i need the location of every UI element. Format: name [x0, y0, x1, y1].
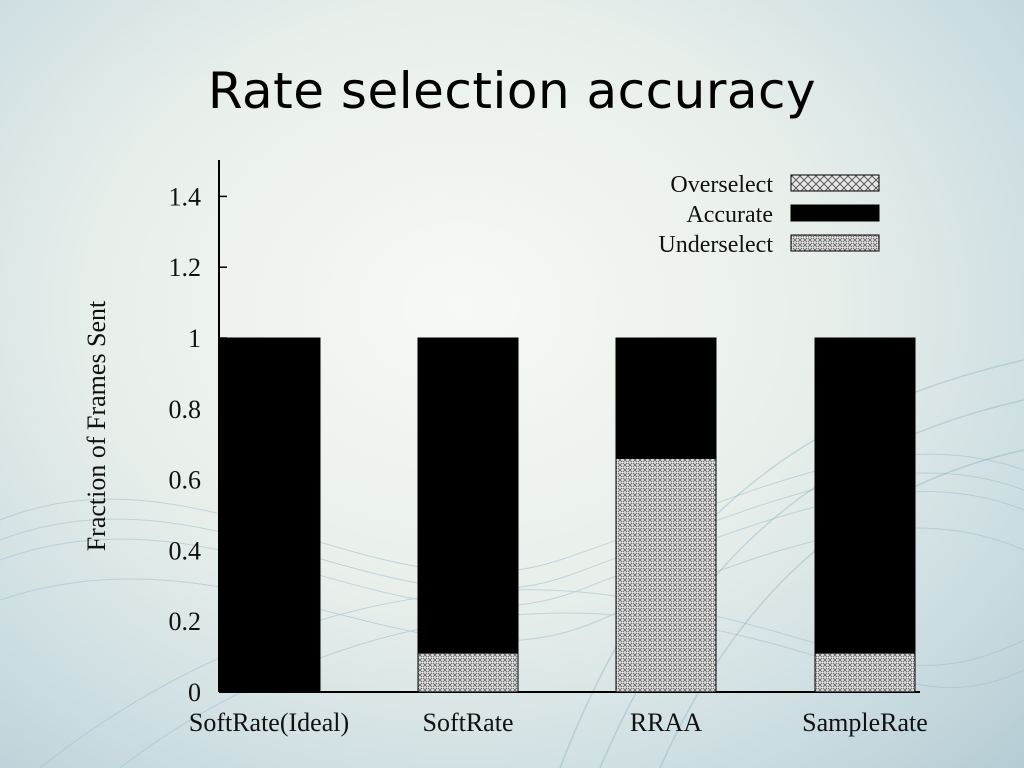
legend-swatch-underselect	[790, 234, 880, 252]
y-tick-label: 0	[188, 678, 201, 707]
x-tick-labels: SoftRate(Ideal) SoftRate RRAA SampleRate	[189, 708, 928, 737]
legend-label-overselect: Overselect	[670, 172, 773, 198]
y-tick-label: 1	[188, 324, 201, 353]
legend-label-accurate: Accurate	[686, 202, 773, 228]
y-tick-label: 1.4	[169, 182, 202, 211]
bars	[219, 337, 916, 693]
bar-accurate-0	[219, 337, 321, 693]
legend-swatch-accurate	[790, 204, 880, 222]
x-tick-label: SampleRate	[802, 708, 928, 737]
legend-label-underselect: Underselect	[658, 232, 773, 258]
slide-title: Rate selection accuracy	[207, 62, 817, 120]
bar-accurate-2	[615, 337, 717, 459]
bar-underselect-2	[615, 457, 717, 693]
y-tick-label: 0.6	[169, 466, 202, 495]
y-axis-label: Fraction of Frames Sent	[82, 300, 111, 551]
x-tick-label: SoftRate	[423, 708, 514, 737]
bar-accurate-3	[814, 337, 916, 654]
y-axis	[218, 160, 920, 693]
y-ticks: 0 0.2 0.4 0.6 0.8 1 1.2 1.4	[169, 182, 227, 707]
legend-swatch-overselect	[790, 174, 880, 192]
bar-accurate-1	[417, 337, 519, 654]
y-tick-label: 0.2	[169, 607, 202, 636]
y-tick-label: 0.4	[169, 536, 202, 565]
bar-underselect-3	[814, 652, 916, 693]
y-tick-label: 1.2	[169, 253, 202, 282]
legend: Overselect Accurate Underselect	[658, 172, 880, 258]
bar-underselect-1	[417, 652, 519, 693]
x-tick-label: RRAA	[630, 708, 702, 737]
y-tick-label: 0.8	[169, 395, 202, 424]
x-tick-label: SoftRate(Ideal)	[189, 708, 349, 737]
